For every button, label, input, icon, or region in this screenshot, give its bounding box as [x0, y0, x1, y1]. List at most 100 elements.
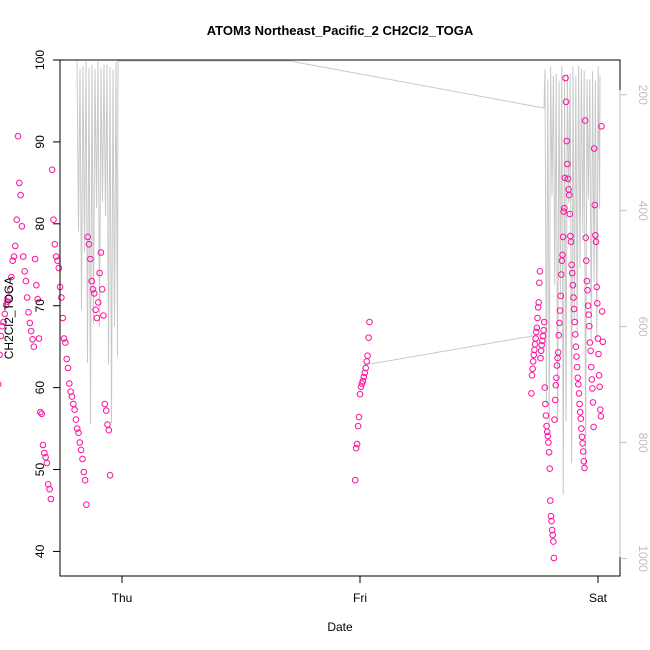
- data-point: [73, 425, 81, 432]
- data-point: [572, 331, 579, 338]
- data-point: [587, 347, 594, 355]
- data-point: [564, 175, 572, 183]
- data-point: [597, 406, 604, 414]
- data-point: [596, 383, 604, 391]
- data-point: [361, 369, 369, 377]
- data-point: [13, 216, 21, 223]
- data-point: [559, 233, 567, 241]
- data-point: [1, 310, 9, 318]
- data-point: [100, 312, 107, 319]
- data-point: [534, 304, 542, 311]
- y-tick-label: 40: [33, 544, 47, 558]
- data-point: [535, 299, 543, 306]
- data-point: [584, 302, 592, 310]
- y-tick-label: 60: [33, 381, 47, 395]
- data-point: [542, 400, 549, 408]
- data-point: [9, 257, 16, 265]
- data-point: [105, 426, 113, 434]
- data-point: [570, 305, 578, 313]
- data-point: [568, 269, 576, 277]
- data-point: [6, 286, 14, 293]
- data-point: [60, 335, 68, 342]
- data-point: [30, 343, 38, 351]
- data-point: [586, 339, 594, 346]
- data-point: [552, 381, 560, 389]
- data-point: [23, 294, 31, 301]
- data-point: [31, 255, 39, 263]
- data-point: [22, 277, 30, 285]
- data-point: [534, 314, 541, 322]
- data-point: [567, 238, 575, 246]
- data-point: [532, 328, 540, 336]
- data-point: [547, 512, 555, 520]
- data-point: [352, 444, 360, 452]
- data-point: [531, 340, 539, 348]
- data-point: [89, 286, 97, 293]
- data-point: [544, 432, 552, 440]
- data-point: [559, 251, 566, 259]
- altitude-axis: 200 400 600 800 1000: [619, 85, 650, 572]
- data-point: [79, 455, 86, 463]
- data-point: [76, 439, 84, 446]
- data-point: [529, 365, 536, 373]
- data-point: [540, 327, 547, 334]
- data-point: [355, 413, 363, 421]
- data-point: [536, 268, 544, 275]
- data-point: [594, 335, 602, 342]
- y2-tick-label: 200: [636, 85, 650, 105]
- data-point: [573, 363, 581, 371]
- data-point: [547, 497, 554, 504]
- data-point: [66, 380, 73, 387]
- data-point: [366, 318, 373, 326]
- data-point: [96, 269, 103, 277]
- data-point: [85, 241, 93, 248]
- data-point: [598, 123, 605, 130]
- data-point: [34, 295, 42, 303]
- data-point: [10, 253, 18, 260]
- data-point: [27, 327, 35, 335]
- data-point: [88, 277, 95, 285]
- data-point: [550, 554, 558, 562]
- data-point: [553, 362, 561, 369]
- data-point: [70, 400, 77, 408]
- data-point: [555, 331, 563, 339]
- data-point: [356, 390, 364, 398]
- data-point: [50, 216, 57, 223]
- data-point: [551, 396, 559, 404]
- data-point: [566, 210, 574, 218]
- data-point: [561, 204, 568, 212]
- data-point: [592, 232, 599, 239]
- y-axis-label: CH2Cl2_TOGA: [2, 277, 16, 359]
- data-point: [537, 347, 545, 355]
- data-point: [599, 338, 607, 346]
- data-point: [558, 271, 565, 278]
- data-point: [0, 322, 6, 330]
- data-point: [357, 383, 365, 391]
- data-point: [58, 294, 65, 301]
- data-point: [14, 132, 22, 140]
- data-point: [578, 425, 585, 432]
- data-point: [64, 364, 72, 372]
- data-point: [579, 440, 586, 447]
- data-point: [578, 433, 586, 441]
- data-point: [560, 208, 568, 215]
- data-point: [528, 372, 536, 379]
- data-point: [35, 335, 43, 342]
- data-point: [47, 495, 55, 503]
- data-point: [568, 261, 575, 269]
- data-point: [548, 517, 555, 525]
- data-point: [529, 358, 537, 365]
- data-point: [353, 440, 361, 448]
- data-point: [92, 306, 99, 314]
- data-point: [52, 253, 60, 260]
- y-tick-label: 100: [33, 50, 47, 70]
- data-point: [583, 277, 591, 285]
- data-point: [93, 314, 101, 322]
- data-point: [561, 174, 569, 182]
- y2-tick-label: 600: [636, 317, 650, 337]
- data-point: [556, 319, 563, 327]
- data-point: [573, 353, 580, 360]
- data-point: [577, 415, 585, 423]
- data-point: [557, 292, 565, 300]
- y2-tick-label: 1000: [636, 545, 650, 572]
